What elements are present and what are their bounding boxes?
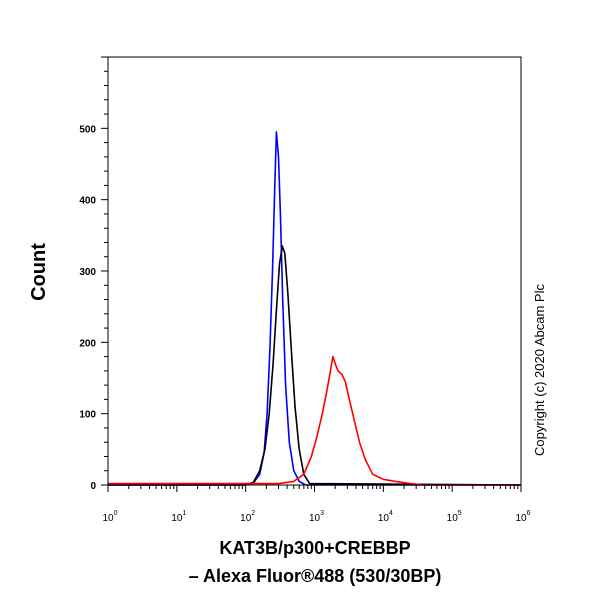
x-tick-label: 102 <box>240 510 255 524</box>
copyright-annotation: Copyright (c) 2020 Abcam Plc <box>532 284 547 456</box>
x-axis: 100 101 102 103 104 105 106 <box>102 485 531 524</box>
x-tick-label: 105 <box>447 510 462 524</box>
x-tick-label: 100 <box>102 510 117 524</box>
y-tick-label: 400 <box>79 196 96 207</box>
x-axis-label-line-1: KAT3B/p300+CREBBP <box>219 538 411 558</box>
y-axis-label: Count <box>28 243 50 301</box>
y-tick-label: 100 <box>79 410 96 421</box>
y-tick-label: 0 <box>90 481 96 492</box>
x-tick-label: 104 <box>378 510 393 524</box>
plot-frame <box>107 56 522 486</box>
y-tick-label: 200 <box>79 338 96 349</box>
x-axis-label-line-2: – Alexa Fluor®488 (530/30BP) <box>188 566 442 586</box>
x-tick-label: 101 <box>171 510 186 524</box>
x-tick-label: 103 <box>309 510 324 524</box>
x-tick-label: 106 <box>515 510 530 524</box>
series-line-3 <box>108 355 521 486</box>
series-line-2 <box>108 245 522 486</box>
y-tick-label: 300 <box>79 267 96 278</box>
series-line-1 <box>108 131 521 486</box>
y-tick-label: 500 <box>79 124 96 135</box>
y-axis: 0 100 200 300 400 500 <box>79 56 108 492</box>
series-layer <box>108 131 522 486</box>
